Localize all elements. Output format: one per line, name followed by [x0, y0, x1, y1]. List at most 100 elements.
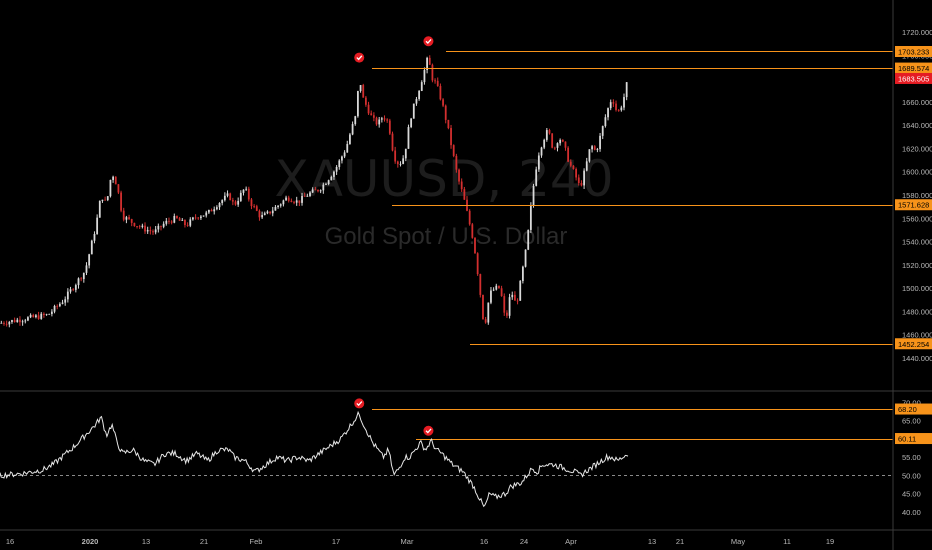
candle — [511, 291, 514, 300]
candle-body — [3, 322, 5, 324]
candle — [229, 192, 232, 201]
candle-body — [357, 91, 359, 117]
candle-body — [537, 155, 540, 170]
candle — [239, 190, 242, 202]
candle-body — [162, 223, 165, 227]
price-tick-label: 1480.000 — [902, 307, 932, 316]
candle — [596, 147, 599, 153]
candle-body — [436, 80, 439, 87]
candle-body — [620, 107, 623, 111]
candle-body — [242, 189, 245, 193]
candle-body — [519, 280, 522, 301]
candle-body — [559, 139, 562, 144]
candle — [170, 220, 173, 225]
level-price-label-text: 1571.628 — [898, 201, 929, 210]
candle — [471, 222, 474, 239]
candle — [287, 195, 290, 203]
candle-body — [29, 314, 32, 318]
candle — [120, 190, 122, 213]
candle-body — [338, 160, 341, 167]
candle — [144, 222, 146, 234]
candle — [548, 128, 551, 135]
candle-body — [511, 294, 514, 298]
time-axis[interactable]: 16 2020 13 21 Feb 17 Mar 16 24 Apr 13 21 May 11 19 — [6, 537, 834, 546]
candle — [130, 218, 133, 227]
candle-body — [53, 305, 56, 312]
candle-body — [109, 179, 112, 197]
price-pane: XAUUSD, 240 Gold Spot / U.S. Dollar — [0, 36, 893, 345]
candle-body — [625, 82, 628, 98]
candle — [604, 114, 607, 128]
candle-body — [120, 192, 122, 211]
time-tick-label: 17 — [332, 537, 340, 546]
candle-body — [80, 278, 83, 280]
candle — [609, 99, 612, 111]
level-price-label: 1703.233 — [895, 45, 932, 57]
candle — [245, 186, 248, 191]
price-tick-label: 1560.000 — [902, 214, 932, 223]
oscillator-horizontal-levels — [372, 409, 893, 440]
candle-body — [399, 163, 402, 165]
candle-body — [487, 302, 490, 323]
candle — [5, 320, 8, 327]
candle — [575, 167, 578, 181]
watermark-symbol: XAUUSD, 240 — [274, 150, 613, 208]
candle — [311, 187, 314, 194]
candle-body — [349, 134, 351, 144]
candle-body — [11, 320, 13, 322]
candle-body — [569, 161, 572, 166]
candle — [16, 317, 19, 323]
candle-body — [599, 135, 601, 150]
checkmark-marker-icon — [354, 52, 365, 63]
candle — [253, 204, 256, 209]
candle-body — [48, 313, 51, 315]
candle-body — [184, 219, 186, 226]
candle-body — [154, 229, 157, 233]
candle-body — [412, 103, 415, 119]
candle — [434, 78, 436, 84]
watermark-description: Gold Spot / U.S. Dollar — [325, 223, 568, 250]
candle — [221, 199, 224, 206]
candle-body — [327, 180, 330, 184]
level-price-label: 1452.254 — [895, 338, 932, 350]
candle — [21, 319, 24, 326]
candle — [154, 226, 157, 235]
candle — [460, 178, 463, 192]
candle-body — [263, 213, 266, 216]
oscillator-tick-label: 65.00 — [902, 417, 921, 426]
candle-body — [596, 149, 599, 150]
candle-body — [77, 278, 80, 286]
candle — [380, 116, 383, 123]
candle — [444, 104, 447, 124]
candle-body — [362, 85, 365, 98]
candle-body — [138, 226, 141, 228]
candle — [186, 222, 189, 227]
candle — [295, 196, 298, 206]
marker-check — [356, 401, 363, 407]
candle-body — [585, 161, 588, 171]
candle-body — [258, 210, 261, 218]
level-price-label-text: 1689.574 — [898, 64, 929, 73]
candle — [271, 206, 274, 217]
time-tick-label: 16 — [480, 537, 488, 546]
price-tick-label: 1500.000 — [902, 284, 932, 293]
candle — [564, 141, 567, 151]
candle — [556, 142, 559, 152]
candle-body — [64, 299, 67, 303]
candle-body — [372, 115, 375, 118]
candle — [463, 186, 466, 200]
candle — [407, 124, 410, 149]
candle-body — [255, 206, 258, 211]
candle — [490, 286, 492, 305]
candle — [72, 288, 75, 292]
candle — [585, 157, 588, 172]
price-tick-label: 1460.000 — [902, 331, 932, 340]
oscillator-level-label-bg — [895, 403, 932, 415]
candle-body — [588, 149, 591, 162]
candle-body — [311, 189, 314, 193]
candle-body — [141, 225, 144, 227]
candle — [215, 205, 218, 211]
candle — [223, 192, 226, 202]
